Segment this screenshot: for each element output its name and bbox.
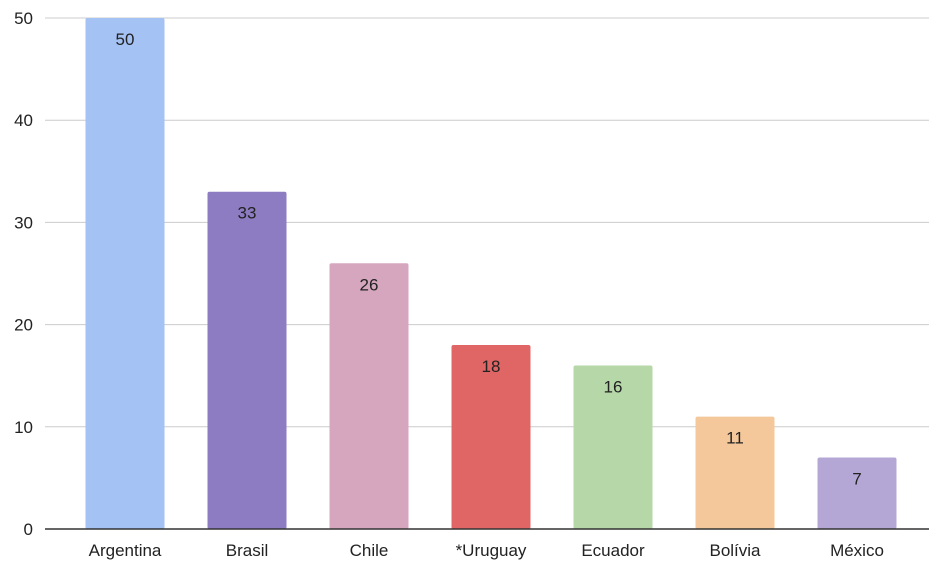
data-label: 26 (360, 275, 379, 294)
gridlines (45, 17, 929, 428)
bar-bol-via (695, 416, 775, 529)
x-axis-labels: Argentina Brasil Chile *Uruguay Ecuador Bolív… (89, 541, 884, 560)
data-label: 18 (482, 357, 501, 376)
data-label: 16 (604, 377, 623, 396)
data-label: 33 (238, 204, 257, 223)
y-tick-label: 20 (14, 316, 33, 335)
y-tick-label: 30 (14, 213, 33, 232)
bars (85, 18, 897, 530)
x-tick-label: México (830, 541, 884, 560)
bar-brasil (207, 191, 287, 530)
bar-uruguay (451, 345, 531, 529)
y-tick-label: 50 (14, 9, 33, 28)
y-tick-label: 0 (24, 520, 33, 539)
data-labels: 50 33 26 18 16 11 7 (116, 30, 862, 488)
bar-m-xico (817, 457, 897, 529)
x-tick-label: *Uruguay (456, 541, 527, 560)
y-axis-ticks: 0 10 20 30 40 50 (14, 9, 33, 539)
x-tick-label: Chile (350, 541, 389, 560)
bar-ecuador (573, 365, 653, 529)
data-label: 11 (726, 429, 744, 448)
data-label: 50 (116, 30, 135, 49)
bar-argentina (85, 18, 165, 529)
x-tick-label: Brasil (226, 541, 269, 560)
data-label: 7 (852, 469, 861, 488)
y-tick-label: 40 (14, 111, 33, 130)
y-tick-label: 10 (14, 418, 33, 437)
x-tick-label: Bolívia (709, 541, 761, 560)
x-tick-label: Ecuador (581, 541, 645, 560)
bar-chile (329, 263, 409, 529)
x-tick-label: Argentina (89, 541, 162, 560)
